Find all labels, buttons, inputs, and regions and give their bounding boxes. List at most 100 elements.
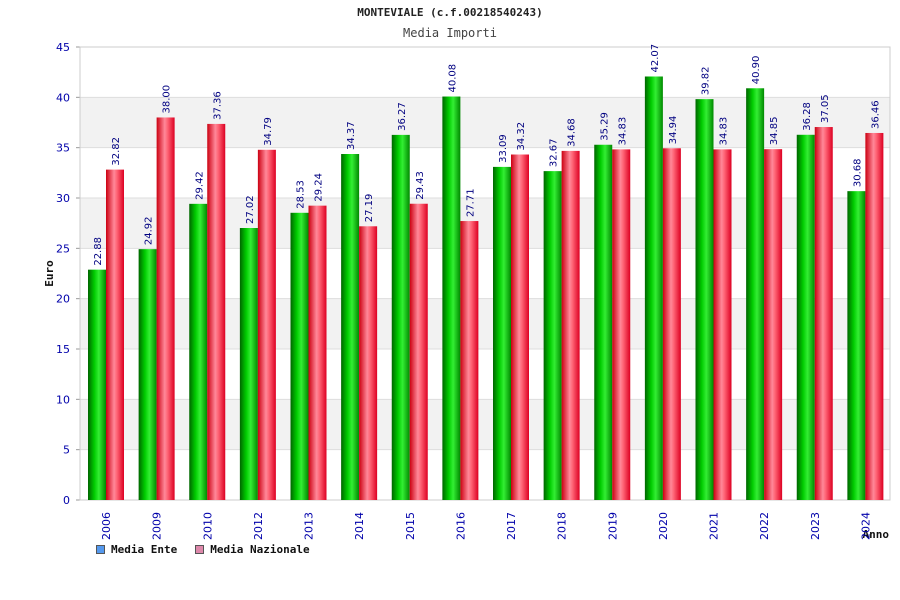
bar-media-ente	[341, 154, 360, 500]
data-label-ente: 35.29	[599, 112, 610, 141]
bar-media-nazionale	[814, 127, 833, 500]
data-label-nazionale: 37.36	[212, 91, 223, 120]
x-tick-label: 2017	[505, 512, 518, 540]
data-label-ente: 24.92	[144, 216, 155, 245]
data-label-ente: 36.27	[397, 102, 408, 131]
y-tick-label: 45	[56, 41, 70, 54]
bar-media-ente	[442, 96, 461, 500]
x-tick-label: 2006	[100, 512, 113, 540]
bar-media-ente	[594, 144, 613, 501]
bar-media-ente	[138, 249, 157, 500]
bar-media-ente	[493, 166, 511, 501]
bar-media-nazionale	[561, 150, 580, 500]
x-tick-label: 2020	[657, 512, 670, 540]
legend-item-nazionale: Media Nazionale	[195, 543, 310, 556]
bar-media-ente	[88, 269, 106, 500]
bar-media-nazionale	[106, 169, 124, 500]
bar-media-ente	[644, 76, 663, 500]
bar-media-nazionale	[409, 203, 428, 500]
bar-media-ente	[695, 99, 714, 501]
y-tick-label: 15	[56, 343, 70, 356]
chart-title: MONTEVIALE (c.f.00218540243)	[357, 6, 543, 19]
x-tick-label: 2010	[201, 512, 214, 540]
data-label-ente: 27.02	[245, 195, 256, 224]
data-label-ente: 42.07	[650, 44, 661, 73]
plot-band	[80, 47, 890, 98]
bar-media-nazionale	[865, 132, 884, 500]
x-tick-label: 2009	[151, 512, 164, 540]
data-label-ente: 39.82	[701, 67, 712, 96]
bar-media-ente	[746, 88, 765, 501]
bar-media-nazionale	[511, 154, 529, 500]
bar-media-ente	[796, 134, 815, 501]
legend: Media Ente Media Nazionale	[96, 543, 310, 556]
data-label-nazionale: 27.19	[364, 194, 375, 223]
data-label-ente: 30.68	[852, 159, 863, 188]
plot-border	[79, 46, 891, 501]
data-label-nazionale: 37.05	[820, 94, 831, 123]
y-tick-label: 35	[56, 142, 70, 155]
data-label-ente: 33.09	[498, 134, 509, 163]
x-tick-label: 2015	[404, 512, 417, 540]
x-tick-label: 2016	[454, 512, 467, 540]
y-tick-label: 5	[63, 444, 70, 457]
bar-media-nazionale	[612, 149, 631, 501]
bar-media-ente	[391, 134, 410, 500]
data-label-nazionale: 34.32	[516, 122, 527, 151]
x-tick-label: 2013	[303, 512, 316, 540]
bar-media-nazionale	[156, 117, 175, 500]
x-tick-label: 2014	[353, 512, 366, 540]
data-label-nazionale: 38.00	[162, 85, 173, 114]
legend-swatch-ente	[96, 545, 105, 554]
bar-media-ente	[543, 171, 562, 500]
data-label-ente: 34.37	[346, 121, 357, 150]
data-label-ente: 40.90	[751, 56, 762, 85]
bar-media-nazionale	[460, 221, 479, 500]
data-label-nazionale: 34.94	[668, 116, 679, 145]
x-tick-label: 2012	[252, 512, 265, 540]
bar-media-nazionale	[764, 149, 783, 500]
y-tick-label: 40	[56, 91, 70, 104]
bar-media-nazionale	[207, 123, 226, 500]
data-label-nazionale: 34.79	[263, 117, 274, 146]
x-tick-label: 2019	[606, 512, 619, 540]
y-tick-label: 25	[56, 242, 70, 255]
data-label-nazionale: 29.43	[415, 171, 426, 200]
data-label-ente: 29.42	[194, 171, 205, 200]
data-label-nazionale: 34.83	[617, 117, 628, 146]
bar-media-nazionale	[713, 149, 732, 501]
data-label-ente: 36.28	[802, 102, 813, 131]
x-tick-label: 2021	[708, 512, 721, 540]
x-tick-label: 2022	[758, 512, 771, 540]
bar-media-nazionale	[359, 226, 378, 500]
x-tick-label: 2023	[809, 512, 822, 540]
bar-media-nazionale	[662, 148, 681, 500]
data-label-ente: 28.53	[296, 180, 307, 209]
y-tick-label: 10	[56, 393, 70, 406]
data-label-ente: 40.08	[447, 64, 458, 93]
data-label-ente: 32.67	[549, 138, 560, 167]
bar-media-ente	[847, 191, 866, 500]
legend-label-nazionale: Media Nazionale	[210, 543, 310, 556]
data-label-nazionale: 27.71	[465, 188, 476, 217]
bar-media-ente	[290, 212, 309, 500]
data-label-nazionale: 36.46	[870, 100, 881, 129]
data-label-nazionale: 32.82	[111, 137, 122, 166]
y-tick-label: 20	[56, 293, 70, 306]
bar-media-nazionale	[308, 205, 327, 500]
legend-label-ente: Media Ente	[111, 543, 178, 556]
legend-swatch-nazionale	[195, 545, 205, 554]
bar-media-nazionale	[257, 149, 276, 500]
data-label-nazionale: 34.68	[567, 118, 578, 147]
data-label-ente: 22.88	[93, 237, 104, 266]
legend-item-ente: Media Ente	[96, 543, 177, 556]
y-tick-label: 0	[63, 494, 70, 507]
x-tick-label: 2024	[859, 512, 872, 540]
data-label-nazionale: 29.24	[314, 173, 325, 202]
y-tick-label: 30	[56, 192, 70, 205]
x-axis-label: Anno	[863, 528, 890, 541]
bar-media-ente	[239, 227, 258, 501]
bar-media-ente	[189, 203, 208, 500]
data-label-nazionale: 34.83	[719, 117, 730, 146]
